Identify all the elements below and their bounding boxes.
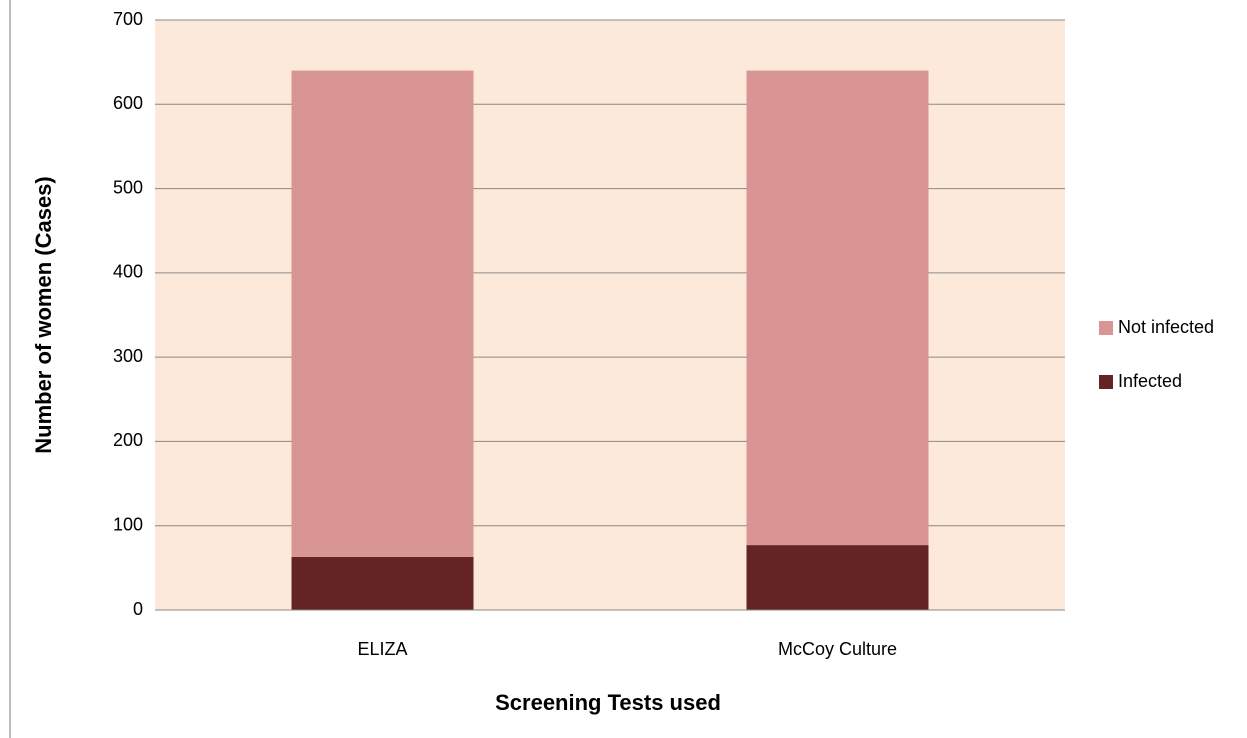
y-tick-label: 700 (113, 9, 143, 29)
bar-segment (746, 545, 929, 610)
bar-segment (291, 556, 474, 610)
y-tick-label: 400 (113, 262, 143, 282)
y-tick-label: 300 (113, 346, 143, 366)
bar-segment (746, 70, 929, 546)
legend-swatch (1099, 321, 1113, 335)
y-tick-label: 500 (113, 177, 143, 197)
y-tick-label: 200 (113, 430, 143, 450)
legend-label: Infected (1118, 371, 1182, 391)
x-axis-title: Screening Tests used (495, 690, 721, 715)
y-tick-label: 600 (113, 93, 143, 113)
legend-swatch (1099, 375, 1113, 389)
legend-label: Not infected (1118, 317, 1214, 337)
bar-segment (291, 70, 474, 557)
x-tick-label: ELIZA (357, 639, 407, 659)
y-tick-label: 100 (113, 514, 143, 534)
y-axis-title: Number of women (Cases) (31, 176, 56, 454)
y-tick-label: 0 (133, 599, 143, 619)
x-tick-label: McCoy Culture (778, 639, 897, 659)
